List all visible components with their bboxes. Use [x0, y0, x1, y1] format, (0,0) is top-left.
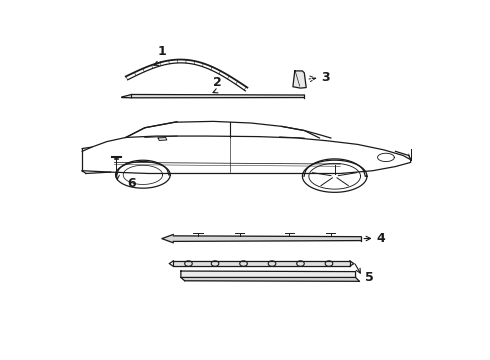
- Text: 3: 3: [321, 71, 330, 84]
- Polygon shape: [122, 94, 131, 98]
- Text: 2: 2: [213, 76, 221, 90]
- Polygon shape: [293, 71, 306, 88]
- Text: 5: 5: [365, 271, 374, 284]
- Text: 1: 1: [157, 45, 166, 58]
- Polygon shape: [173, 236, 361, 242]
- Text: 4: 4: [376, 232, 385, 245]
- Polygon shape: [158, 138, 167, 140]
- Text: 6: 6: [128, 177, 136, 190]
- Polygon shape: [131, 94, 304, 98]
- Polygon shape: [181, 278, 359, 281]
- Polygon shape: [181, 271, 356, 278]
- Polygon shape: [173, 261, 350, 266]
- Polygon shape: [162, 234, 173, 243]
